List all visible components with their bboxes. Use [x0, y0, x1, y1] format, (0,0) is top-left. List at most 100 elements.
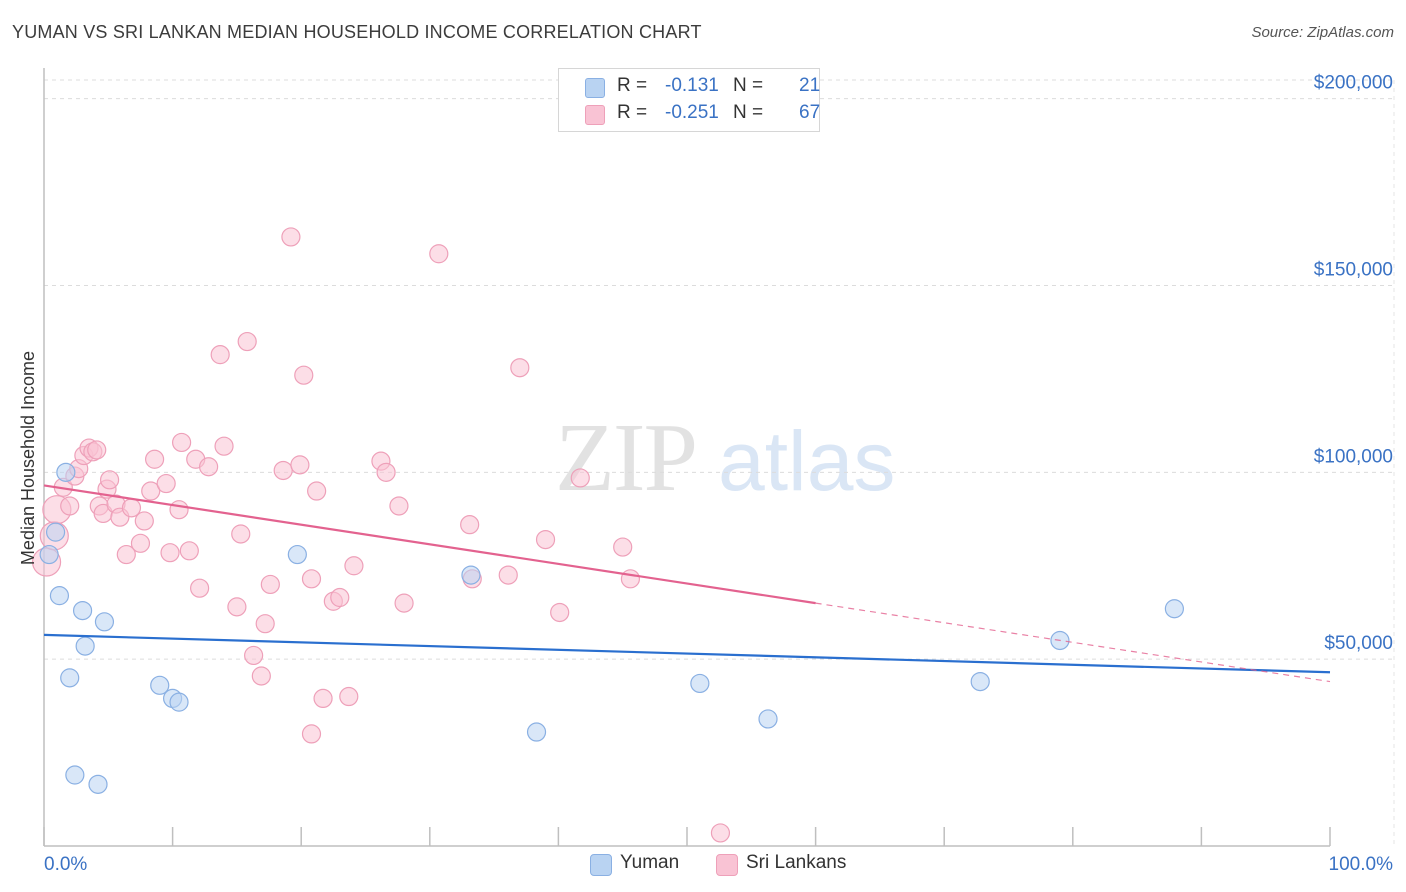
- sri-lankans-point: [255, 614, 275, 634]
- sri-lankans-point: [344, 556, 364, 576]
- yuman-point: [150, 675, 170, 695]
- yuman-point: [287, 544, 307, 565]
- y-tick-label: $50,000: [1324, 633, 1393, 654]
- sri-lankans-point: [330, 587, 350, 608]
- sri-lankans-point: [339, 686, 359, 707]
- sri-lankans-point: [130, 533, 151, 553]
- y-tick-label: $200,000: [1314, 73, 1393, 94]
- r-label: R =: [617, 75, 648, 96]
- yuman-point: [49, 586, 70, 606]
- sri-lankans-point: [244, 645, 264, 666]
- y-tick-label: $100,000: [1314, 446, 1393, 467]
- sri-lankans-point: [210, 345, 230, 365]
- watermark-zip: ZIP: [555, 404, 696, 512]
- sri-lankans-point: [156, 473, 176, 494]
- n-value: 67: [799, 102, 821, 123]
- r-value: -0.251: [665, 102, 719, 123]
- r-value: -0.131: [665, 75, 719, 96]
- sri-lankans-point: [190, 578, 210, 598]
- yuman-point: [690, 673, 710, 694]
- sri-lankans-point: [498, 565, 518, 585]
- sri-lankans-point: [281, 227, 301, 247]
- n-value: 21: [799, 75, 821, 96]
- sri-lankans-point: [116, 544, 136, 565]
- sri-lankans-point: [570, 468, 590, 488]
- sri-lankans-point: [99, 470, 120, 490]
- yuman-trend-line: [43, 633, 1331, 674]
- sri-lankans-point: [460, 515, 480, 535]
- sri-lankans-trend-extension: [815, 602, 1331, 683]
- sri-lankans-point: [60, 496, 80, 516]
- yuman-point: [88, 774, 108, 794]
- n-label: N =: [733, 102, 764, 123]
- sri-lankans-point: [510, 358, 530, 378]
- sri-lankans-point: [134, 511, 154, 531]
- sri-lankans-point: [313, 688, 333, 709]
- sri-lankans-swatch: [585, 105, 605, 125]
- yuman-point: [39, 544, 59, 565]
- yuman-point: [461, 565, 481, 585]
- sri-lankans-point: [550, 602, 570, 623]
- yuman-point: [1164, 599, 1184, 619]
- n-label: N =: [733, 75, 764, 96]
- correlation-legend: R = -0.131 N = 21 R = -0.251 N = 67: [558, 68, 820, 132]
- sri-lankans-point: [307, 481, 327, 501]
- sri-lankans-point: [169, 500, 189, 520]
- sri-lankans-point: [227, 597, 247, 617]
- sri-lankans-point: [294, 365, 314, 385]
- y-tick-labels: $50,000 $100,000 $150,000 $200,000: [1314, 73, 1393, 654]
- x-tick-label: 0.0%: [44, 854, 87, 875]
- yuman-swatch: [585, 78, 605, 98]
- series-legend: Yuman Sri Lankans: [0, 852, 1406, 878]
- y-axis-label: Median Household Income: [18, 351, 38, 565]
- sri-lankans-point: [710, 823, 731, 843]
- sri-lankans-point: [535, 529, 556, 550]
- sri-lankans-point: [179, 541, 199, 561]
- sri-lankans-point: [251, 666, 271, 686]
- data-points: [31, 227, 1184, 843]
- source-note: Source: ZipAtlas.com: [1251, 24, 1394, 41]
- chart-title: YUMAN VS SRI LANKAN MEDIAN HOUSEHOLD INC…: [12, 22, 702, 42]
- r-label: R =: [617, 102, 648, 123]
- sri-lankans-point: [429, 244, 449, 264]
- yuman-point: [65, 765, 85, 785]
- yuman-point: [94, 612, 115, 632]
- sri-lankans-point: [231, 524, 251, 544]
- yuman-point: [60, 668, 80, 688]
- sri-lankans-swatch: [716, 854, 738, 876]
- yuman-point: [72, 600, 93, 621]
- sri-lankans-point: [389, 496, 409, 516]
- sri-lankans-point: [290, 455, 310, 475]
- sri-lankans-trend-line: [43, 484, 816, 605]
- sri-lankans-point: [141, 481, 161, 501]
- sri-lankans-point: [144, 449, 165, 469]
- legend-label-yuman: Yuman: [620, 852, 680, 873]
- yuman-point: [45, 522, 66, 542]
- sri-lankans-point: [394, 593, 414, 613]
- sri-lankans-point: [376, 462, 396, 482]
- sri-lankans-point: [301, 724, 322, 744]
- trend-lines: [43, 484, 1331, 683]
- sri-lankans-point: [214, 436, 234, 456]
- sri-lankans-point: [301, 569, 322, 589]
- yuman-point: [75, 636, 95, 656]
- watermark: ZIP atlas: [555, 404, 895, 512]
- yuman-swatch: [590, 854, 612, 876]
- watermark-atlas: atlas: [718, 414, 895, 508]
- yuman-point: [56, 462, 76, 482]
- yuman-point: [526, 722, 547, 742]
- yuman-point: [758, 709, 778, 729]
- sri-lankans-point: [87, 440, 107, 460]
- yuman-point: [970, 671, 990, 692]
- axes: [43, 68, 1331, 847]
- sri-lankans-point: [613, 537, 633, 557]
- x-tick-labels: 0.0% 100.0%: [44, 854, 1393, 875]
- y-tick-label: $150,000: [1314, 260, 1393, 281]
- sri-lankans-point: [160, 543, 180, 563]
- legend-label-sri-lankans: Sri Lankans: [746, 852, 847, 873]
- yuman-point: [169, 692, 189, 712]
- x-tick-label: 100.0%: [1329, 854, 1394, 875]
- sri-lankans-point: [620, 569, 641, 589]
- sri-lankans-point: [199, 457, 219, 477]
